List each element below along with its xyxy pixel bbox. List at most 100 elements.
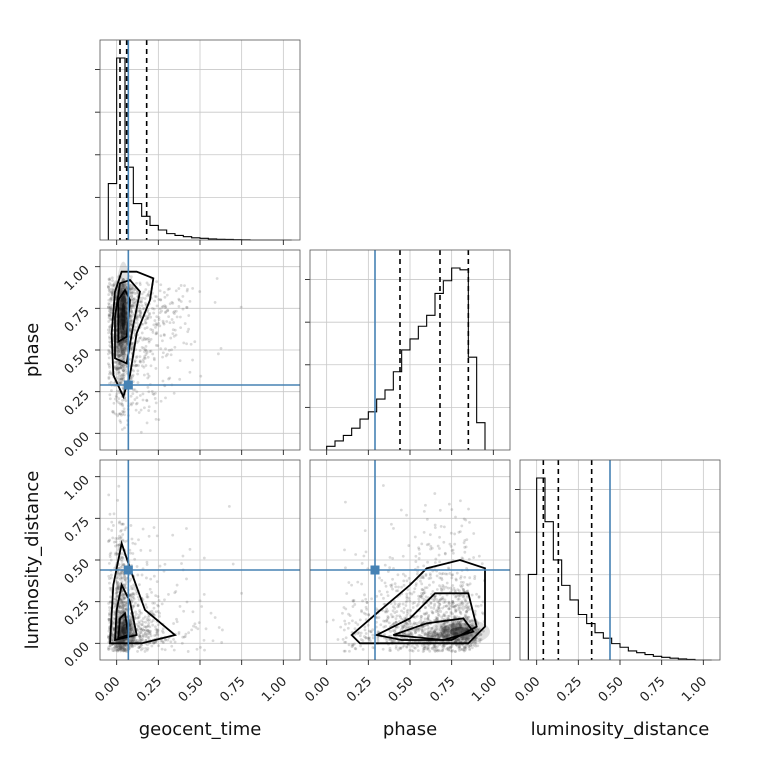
scatter-point [123, 644, 127, 647]
scatter-point [108, 600, 112, 604]
scatter-point [107, 331, 111, 335]
scatter-point [182, 609, 186, 613]
scatter-point [120, 350, 124, 353]
scatter-point [115, 586, 118, 590]
histogram-phase [326, 267, 486, 450]
scatter-point [107, 313, 111, 316]
scatter-point [115, 553, 119, 556]
scatter-point [107, 561, 111, 565]
scatter-point [151, 307, 154, 310]
scatter-point [129, 645, 132, 649]
scatter-point [121, 297, 125, 301]
scatter-point [129, 585, 133, 588]
scatter-point [122, 563, 126, 567]
scatter-point [108, 370, 112, 374]
scatter-point [136, 650, 139, 653]
scatter-point [115, 350, 119, 354]
scatter-point [113, 552, 117, 556]
scatter-point [395, 614, 399, 618]
scatter-point [123, 363, 127, 367]
scatter-point [437, 614, 441, 617]
scatter-point [402, 607, 406, 610]
scatter-point [121, 556, 125, 560]
scatter-point [391, 615, 395, 619]
scatter-point [120, 299, 124, 302]
scatter-point [108, 287, 112, 291]
scatter-point [111, 410, 114, 414]
scatter-point [117, 361, 121, 365]
scatter-point [139, 627, 142, 631]
scatter-point [130, 347, 133, 351]
scatter-point [138, 636, 142, 640]
scatter-point [133, 292, 137, 295]
scatter-point [169, 336, 173, 340]
scatter-point [129, 616, 133, 620]
scatter-point [107, 539, 111, 543]
scatter-point [130, 537, 134, 541]
scatter-point [181, 554, 185, 558]
scatter-point [217, 626, 221, 629]
scatter-point [120, 330, 124, 334]
scatter-point [118, 317, 122, 321]
scatter-point [129, 310, 133, 314]
scatter-point [110, 520, 114, 524]
scatter-point [378, 576, 381, 580]
scatter-point [433, 526, 437, 530]
scatter-point [351, 605, 355, 608]
scatter-point [121, 556, 124, 560]
scatter-point [117, 521, 121, 525]
scatter-point [154, 322, 158, 326]
scatter-point [141, 392, 145, 396]
scatter-point [117, 645, 121, 649]
scatter-point [141, 647, 145, 650]
scatter-point [134, 588, 138, 591]
scatter-point [109, 297, 113, 301]
scatter-point [132, 298, 135, 301]
scatter-point [123, 300, 127, 304]
scatter-point [475, 592, 478, 596]
scatter-point [380, 579, 384, 582]
scatter-point [371, 628, 375, 632]
scatter-point [379, 593, 383, 596]
scatter-point [132, 583, 136, 587]
scatter-point [118, 307, 122, 311]
scatter-point [119, 354, 123, 358]
scatter-point [116, 648, 120, 652]
scatter-point [107, 493, 111, 497]
scatter-point [120, 363, 124, 366]
scatter-point [360, 609, 363, 612]
scatter-point [108, 393, 112, 397]
scatter-point [144, 603, 148, 607]
scatter-point [115, 389, 119, 393]
scatter-point [125, 349, 129, 352]
scatter-point [453, 615, 457, 618]
scatter-point [119, 606, 123, 610]
scatter-point [122, 640, 126, 643]
scatter-point [139, 336, 142, 340]
y-tick-label: 0.75 [62, 305, 93, 336]
scatter-point [164, 347, 167, 351]
y-tick-label: 1.00 [62, 263, 93, 294]
scatter-point [108, 309, 111, 313]
scatter-point [117, 380, 121, 384]
scatter-point [219, 346, 223, 350]
scatter-point [129, 291, 133, 295]
scatter-point [116, 537, 119, 540]
scatter-point [118, 354, 122, 358]
scatter-point [168, 376, 172, 380]
scatter-point [353, 642, 356, 646]
scatter-point [107, 574, 111, 578]
scatter-point [139, 430, 143, 434]
scatter-point [120, 378, 124, 382]
scatter-point [434, 557, 438, 561]
scatter-point [153, 299, 156, 303]
scatter-point [469, 644, 472, 647]
scatter-point [123, 339, 127, 343]
scatter-point [361, 647, 365, 651]
x-tick-label: 1.00 [259, 674, 290, 705]
scatter-point [180, 562, 183, 565]
scatter-point [146, 376, 150, 380]
scatter-point [213, 616, 217, 619]
scatter-point [344, 636, 348, 640]
scatter-point [120, 351, 124, 355]
